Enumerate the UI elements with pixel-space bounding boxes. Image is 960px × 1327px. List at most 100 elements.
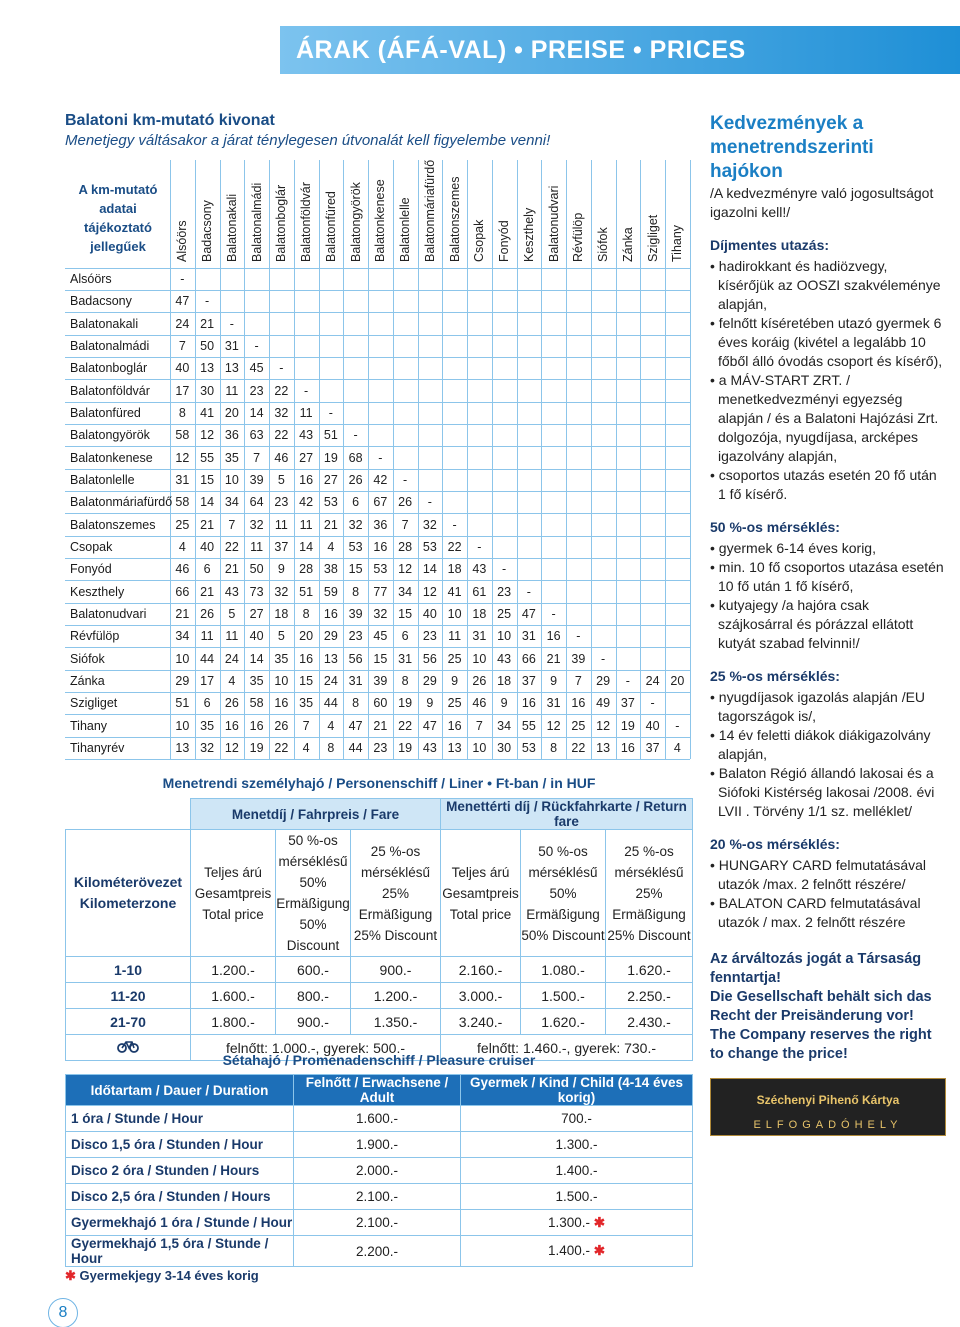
duration: Disco 1,5 óra / Stunden / Hour (65, 1131, 294, 1158)
column-header: Siófok (596, 227, 611, 262)
section-item: 14 év feletti diákok diákigazolvány alap… (710, 726, 946, 764)
distance-cell: 10 (472, 740, 487, 755)
row-name: Balatonföldvár (70, 383, 150, 398)
section-item: BALATON CARD felmutatásával utazók / max… (710, 894, 946, 932)
column-header: Zánka (620, 227, 635, 262)
subheader-line: Gesamtpreis (442, 885, 519, 901)
grid-h (65, 334, 690, 336)
distance-cell: 31 (348, 673, 363, 688)
distance-cell: 8 (352, 696, 360, 711)
subheader-line: Ermäßigung (276, 896, 350, 911)
adult-price: 2.200.- (293, 1235, 461, 1267)
section-list: hadirokkant és hadiözvegy, kísérőjük az … (710, 257, 946, 504)
distance-cell: 27 (299, 450, 314, 465)
distance-cell: 24 (175, 316, 190, 331)
fare-price: 1.800.- (190, 1008, 276, 1035)
child-price: 700.- (460, 1105, 693, 1132)
distance-cell: 35 (274, 651, 289, 666)
grid-h (65, 312, 690, 314)
row-name: Szigliget (70, 696, 118, 711)
fare-title: Menetrendi személyhajó / Personenschiff … (162, 775, 596, 791)
grid-v (392, 160, 394, 760)
distance-cell: 28 (299, 562, 314, 577)
distance-cell: - (601, 651, 606, 666)
section-item: min. 10 fő csoportos utazása esetén 10 f… (710, 558, 946, 596)
cruise-row: Disco 2 óra / Stunden / Hours 2.000.- 1.40… (65, 1157, 693, 1184)
distance-cell: - (254, 338, 259, 353)
distance-cell: 47 (175, 294, 190, 309)
distance-cell: 39 (373, 673, 388, 688)
row-name: Balatonszemes (70, 517, 156, 532)
subheader-line: Total price (449, 906, 512, 922)
grid-v (665, 160, 666, 760)
fare-price: 2.160.- (440, 956, 521, 983)
fare-price: 2.430.- (604, 1008, 694, 1035)
fare-subheader: Teljes árú Gesamtpreis Total price (440, 829, 521, 957)
grid-h (65, 290, 690, 292)
distance-cell: 19 (398, 696, 413, 711)
section-item: hadirokkant és hadiözvegy, kísérőjük az … (710, 257, 946, 314)
row-name: Balatonalmádi (70, 338, 150, 353)
distance-cell: 10 (447, 606, 462, 621)
fare-subheader: Teljes árú Gesamtpreis Total price (190, 829, 276, 957)
distance-cell: - (378, 450, 383, 465)
subheader-line: mérséklésű (614, 864, 684, 880)
grid-v (689, 160, 691, 760)
distance-cell: 11 (299, 405, 313, 420)
duration: Disco 2 óra / Stunden / Hours (65, 1157, 294, 1184)
distance-cell: - (625, 673, 630, 688)
distance-cell: 7 (228, 517, 236, 532)
grid-h (65, 424, 690, 426)
subheader-line: Ermäßigung (358, 906, 433, 922)
distance-cell: 45 (373, 629, 388, 644)
column-header: Balatonföldvár (299, 182, 314, 262)
grid-h (65, 759, 690, 761)
distance-cell: 16 (274, 696, 289, 711)
section-item: Balaton Régió állandó lakosai és a Siófo… (710, 764, 946, 821)
distance-cell: 58 (249, 696, 264, 711)
column-header: Balatonalmádi (249, 182, 264, 262)
distance-cell: 13 (596, 740, 611, 755)
duration: Gyermekhajó 1,5 óra / Stunde / Hour (65, 1235, 294, 1267)
distance-cell: 10 (224, 472, 239, 487)
distance-cell: 37 (274, 539, 289, 554)
distance-cell: 66 (175, 584, 190, 599)
fare-subheader: 25 %-os mérséklésű 25% Ermäßigung 25% Discou… (604, 829, 694, 957)
distance-cell: 12 (398, 562, 413, 577)
fare-row: 1-10 1.200.- 600.- 900.- 2.160.- 1.080.- 1.620… (65, 956, 694, 983)
distance-cell: 56 (422, 651, 437, 666)
distance-cell: 15 (200, 472, 215, 487)
distance-cell: 42 (299, 495, 314, 510)
subheader-line: Gesamtpreis (194, 885, 272, 901)
discounts-note: /A kedvezményre való jogosultságot igazo… (710, 185, 934, 220)
distance-cell: 11 (274, 517, 288, 532)
distance-cell: 4 (327, 539, 335, 554)
cruise-row: Gyermekhajó 1 óra / Stunde / Hour 2.100.-… (65, 1209, 693, 1236)
distance-cell: 44 (348, 740, 363, 755)
grid-h (65, 714, 690, 716)
distance-cell: 22 (398, 718, 413, 733)
column-header: Badacsony (200, 200, 215, 262)
distance-cell: 8 (302, 606, 310, 621)
row-name: Balatonudvari (70, 606, 147, 621)
distance-cell: 8 (352, 584, 360, 599)
distance-cell: 31 (521, 629, 536, 644)
fare-price: 1.500.- (520, 982, 606, 1009)
section-heading: 25 %-os mérséklés: (710, 668, 840, 684)
distance-cell: 39 (348, 606, 363, 621)
child-price-text: 1.300.- (555, 1137, 598, 1152)
distance-cell: 31 (175, 472, 190, 487)
group-header: Menetdíj / Fahrpreis / Fare (190, 798, 441, 830)
distance-cell: - (279, 361, 284, 376)
distance-cell: 17 (200, 673, 215, 688)
column-header: Balatonkenese (373, 179, 388, 262)
page-title: ÁRAK (ÁFÁ-VAL) • PREISE • PRICES (296, 36, 746, 64)
subheader-line: Teljes árú (204, 864, 262, 880)
fare-subheader: 50 %-os mérséklésű 50% Ermäßigung 50% Discou… (275, 829, 351, 957)
distance-cell: 51 (299, 584, 314, 599)
distance-cell: 16 (546, 629, 561, 644)
subheader-line: 25 %-os (370, 843, 421, 859)
distance-cell: 20 (670, 673, 685, 688)
distance-cell: 35 (224, 450, 239, 465)
